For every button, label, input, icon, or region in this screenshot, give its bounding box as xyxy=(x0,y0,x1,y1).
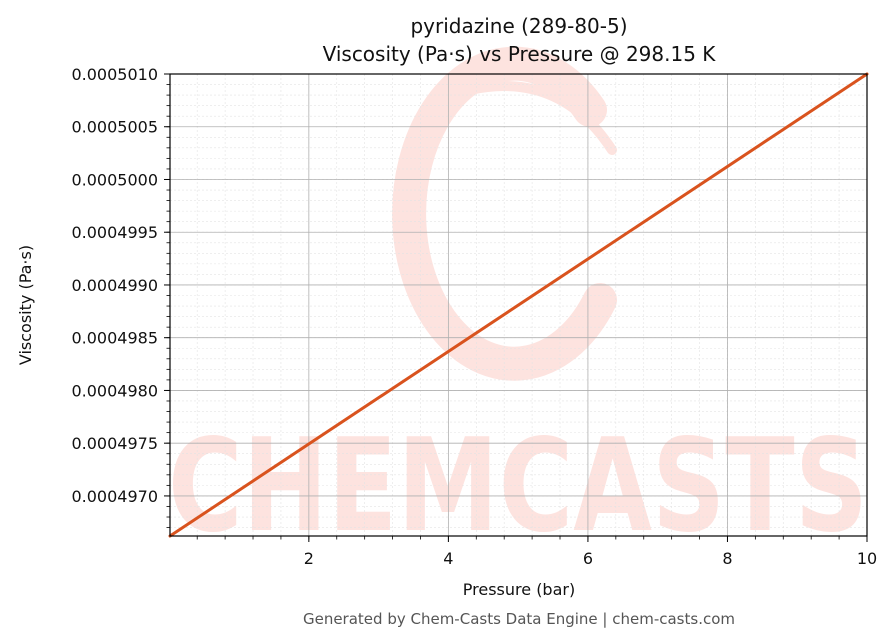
y-tick-label: 0.0004980 xyxy=(71,381,158,400)
y-tick-label: 0.0004995 xyxy=(71,223,158,242)
y-tick-label: 0.0004990 xyxy=(71,276,158,295)
series-layer xyxy=(168,72,869,538)
y-axis-label: Viscosity (Pa·s) xyxy=(16,245,35,365)
series-line-viscosity xyxy=(168,72,869,538)
chart-title-line1: pyridazine (289-80-5) xyxy=(410,14,627,38)
y-axis: 0.0004970 0.0004975 0.0004980 0.0004985 0.00… xyxy=(71,65,170,528)
x-tick-label: 10 xyxy=(857,549,877,568)
x-tick-label: 2 xyxy=(304,549,314,568)
y-tick-label: 0.0005010 xyxy=(71,65,158,84)
y-tick-label: 0.0004975 xyxy=(71,434,158,453)
x-axis-label: Pressure (bar) xyxy=(463,580,575,599)
x-axis: 2 4 6 8 10 xyxy=(196,536,877,568)
x-tick-label: 4 xyxy=(443,549,453,568)
x-tick-label: 6 xyxy=(583,549,593,568)
y-tick-label: 0.0005000 xyxy=(71,170,158,189)
watermark-text: CHEMCASTS xyxy=(168,412,868,561)
y-tick-label: 0.0004985 xyxy=(71,329,158,348)
x-tick-label: 8 xyxy=(722,549,732,568)
y-tick-label: 0.0004970 xyxy=(71,487,158,506)
footer-credit: Generated by Chem-Casts Data Engine | ch… xyxy=(303,610,735,628)
watermark: CHEMCASTS xyxy=(168,46,868,561)
watermark-logo-icon xyxy=(392,46,617,381)
chart-title-line2: Viscosity (Pa·s) vs Pressure @ 298.15 K xyxy=(323,42,717,66)
y-tick-label: 0.0005005 xyxy=(71,118,158,137)
plot-frame xyxy=(169,73,868,537)
